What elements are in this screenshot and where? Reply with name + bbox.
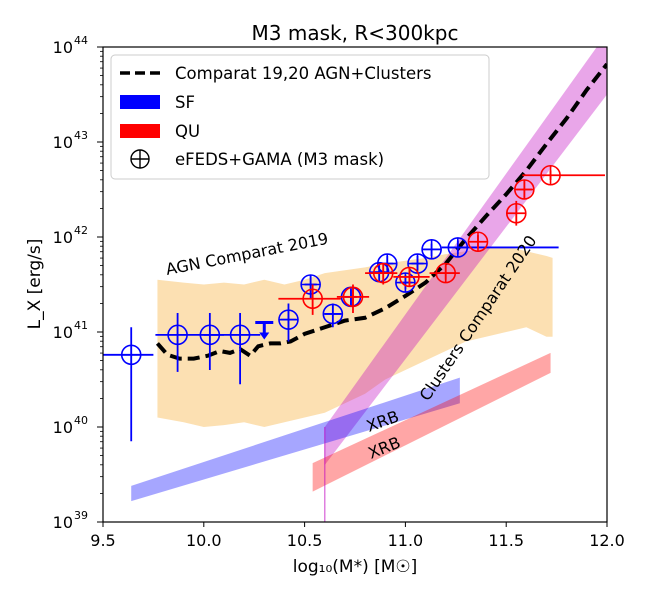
qu-point (393, 266, 430, 288)
x-tick-label: 12.0 (589, 531, 625, 550)
sf-point (322, 303, 344, 328)
y-tick-exponent: 43 (74, 129, 88, 142)
y-tick-label: 10 (53, 38, 73, 57)
legend-label-qu: QU (175, 122, 200, 141)
sf-point (441, 237, 559, 258)
x-tick-label: 11.0 (388, 531, 424, 550)
plot-frame (102, 46, 608, 523)
y-tick-label: 10 (53, 323, 73, 342)
x-tick-label: 9.5 (90, 531, 115, 550)
sf-point (300, 274, 321, 299)
qu-point (514, 179, 535, 200)
x-tick-label: 11.5 (488, 531, 524, 550)
band-xrb-qu (312, 352, 551, 492)
band-agn-comparat-2019 (157, 246, 553, 427)
y-tick-exponent: 44 (74, 34, 88, 47)
y-tick-exponent: 39 (74, 509, 88, 522)
qu-point (365, 262, 398, 285)
model-curve-layer (155, 62, 607, 361)
y-tick-exponent: 41 (74, 319, 88, 332)
legend-qu-patch-icon (120, 124, 160, 138)
band-xrb-sf (131, 377, 460, 502)
chart-title: M3 mask, R<300kpc (252, 21, 459, 45)
y-axis-label: L_X [erg/s] (25, 239, 45, 330)
sf-point (199, 313, 224, 370)
y-tick-label: 10 (53, 513, 73, 532)
qu-point (467, 231, 489, 253)
upper-limit-arrow-icon (259, 332, 270, 340)
sf-point (223, 313, 261, 385)
x-axis-label: log₁₀(M*) [M☉] (293, 557, 418, 577)
annotation-agn: AGN Comparat 2019 (164, 229, 330, 279)
model-curve-line (155, 62, 607, 361)
legend-label-model: Comparat 19,20 AGN+Clusters (175, 64, 431, 83)
legend: Comparat 19,20 AGN+Clusters SF QU eFEDS+… (110, 54, 490, 180)
x-tick-label: 10.0 (186, 531, 222, 550)
points-layer (103, 164, 605, 442)
legend-label-sf: SF (175, 93, 195, 112)
qu-point (505, 200, 527, 226)
y-tick-exponent: 42 (74, 224, 88, 237)
band-clusters-comparat-2020 (324, 47, 607, 465)
qu-point (336, 284, 370, 313)
sf-point (421, 239, 442, 260)
legend-sf-patch-icon (120, 95, 160, 109)
sf-point (278, 303, 299, 342)
qu-point (522, 164, 605, 186)
sf-point (407, 253, 428, 274)
bands-layer (131, 47, 607, 522)
sf-point (395, 272, 416, 293)
qu-point (429, 262, 460, 284)
y-tick-exponent: 40 (74, 414, 88, 427)
qu-point (278, 284, 341, 315)
legend-label-efeds: eFEDS+GAMA (M3 mask) (175, 150, 384, 169)
sf-point (368, 261, 390, 283)
x-tick-label: 10.5 (287, 531, 323, 550)
y-tick-label: 10 (53, 133, 73, 152)
y-tick-label: 10 (53, 418, 73, 437)
sf-point (103, 327, 154, 442)
legend-box (110, 54, 490, 180)
y-tick-label: 10 (53, 228, 73, 247)
